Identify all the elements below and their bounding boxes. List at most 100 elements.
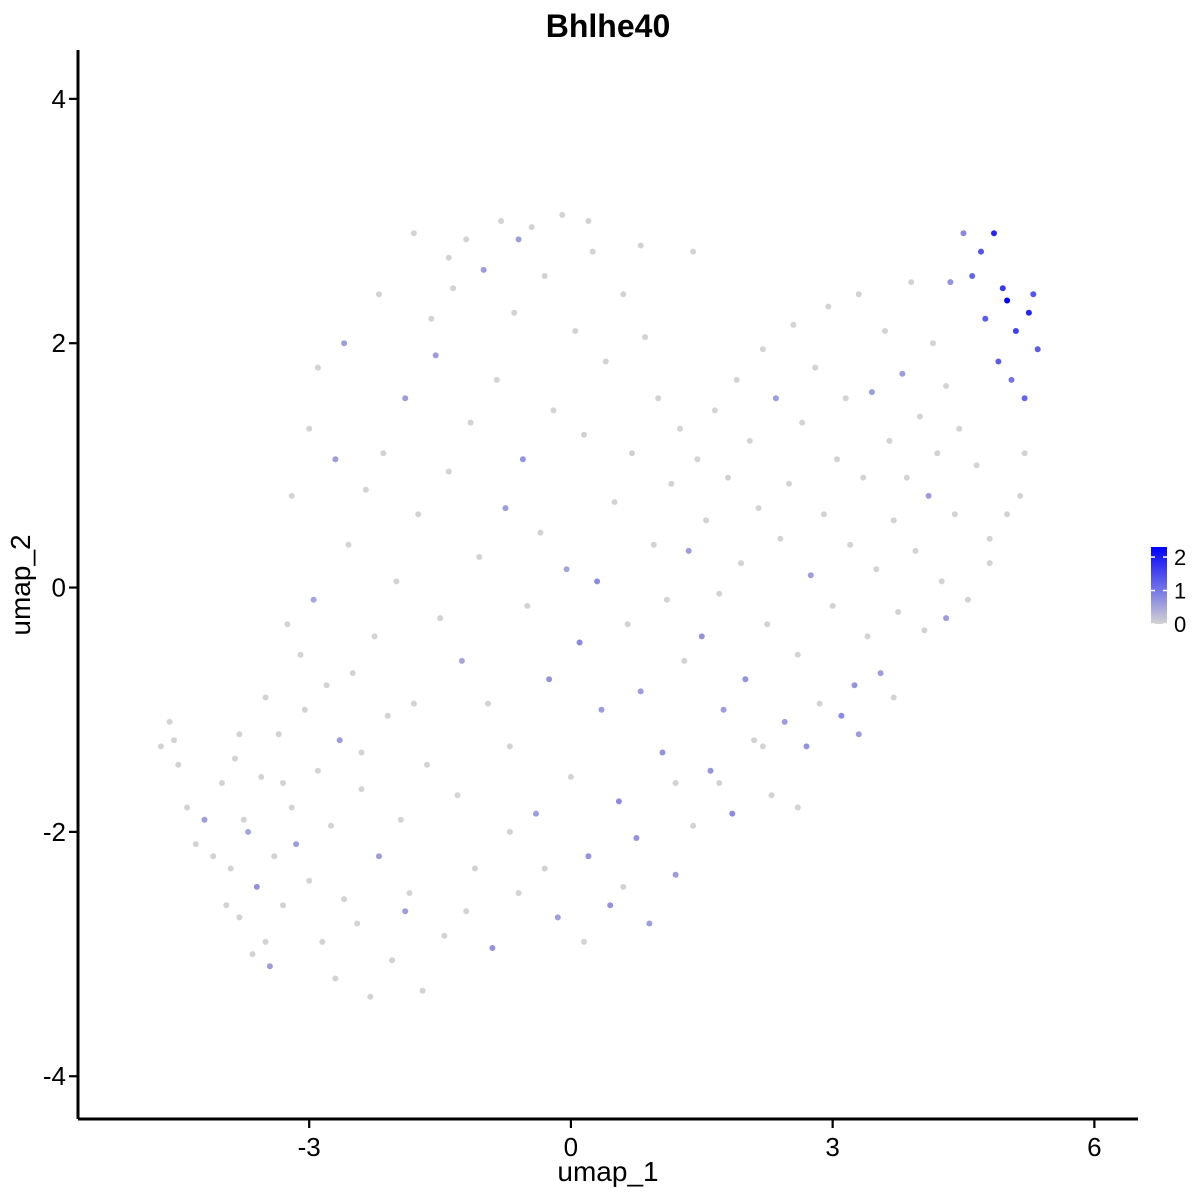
data-point bbox=[943, 383, 950, 389]
data-point bbox=[916, 413, 923, 420]
data-point bbox=[519, 456, 526, 463]
data-point bbox=[759, 346, 766, 353]
data-point bbox=[262, 694, 269, 701]
data-point bbox=[358, 786, 365, 793]
data-point bbox=[249, 951, 256, 958]
data-point bbox=[266, 963, 273, 970]
data-point bbox=[376, 291, 382, 298]
data-point bbox=[506, 828, 513, 835]
data-point bbox=[663, 596, 670, 603]
data-point bbox=[572, 328, 579, 334]
data-point bbox=[232, 755, 238, 762]
data-point bbox=[236, 731, 243, 738]
data-point bbox=[716, 780, 723, 786]
data-point bbox=[585, 853, 592, 860]
data-point bbox=[794, 651, 801, 658]
data-point bbox=[868, 389, 875, 396]
data-point bbox=[799, 419, 806, 426]
data-point bbox=[533, 810, 539, 817]
data-point bbox=[559, 211, 566, 218]
data-point bbox=[655, 395, 662, 402]
data-point bbox=[367, 993, 374, 1000]
data-point bbox=[873, 566, 880, 573]
x-axis-ticks: -3 0 3 6 bbox=[298, 1119, 1102, 1162]
data-point bbox=[424, 761, 430, 768]
data-point bbox=[245, 828, 252, 835]
data-point bbox=[1004, 511, 1011, 518]
data-point bbox=[210, 853, 217, 860]
data-point bbox=[280, 780, 286, 786]
data-point bbox=[332, 456, 339, 463]
data-point bbox=[646, 920, 653, 927]
data-point bbox=[982, 315, 989, 322]
data-point bbox=[681, 657, 688, 664]
data-point bbox=[1012, 328, 1019, 334]
data-point bbox=[541, 865, 548, 872]
data-point bbox=[288, 804, 295, 811]
data-point bbox=[493, 376, 500, 383]
data-point bbox=[184, 804, 191, 811]
data-point bbox=[742, 676, 749, 683]
data-point bbox=[637, 688, 644, 695]
data-point bbox=[528, 224, 535, 231]
data-point bbox=[428, 315, 435, 322]
data-point bbox=[328, 822, 334, 829]
data-point bbox=[768, 792, 775, 799]
data-point bbox=[790, 321, 797, 328]
points-layer bbox=[157, 211, 1041, 1000]
data-point bbox=[467, 419, 474, 426]
colorbar bbox=[1151, 547, 1167, 624]
data-point bbox=[301, 706, 308, 713]
data-point bbox=[306, 877, 313, 884]
data-point bbox=[227, 865, 234, 872]
data-point bbox=[903, 474, 910, 481]
data-point bbox=[293, 841, 300, 848]
data-point bbox=[515, 890, 522, 896]
data-point bbox=[825, 303, 832, 310]
data-point bbox=[537, 529, 544, 536]
data-point bbox=[581, 938, 587, 945]
data-point bbox=[445, 468, 452, 475]
data-point bbox=[602, 358, 609, 365]
y-tick-label: 4 bbox=[52, 84, 66, 114]
data-point bbox=[598, 706, 605, 713]
y-tick-label: -4 bbox=[43, 1061, 66, 1091]
data-point bbox=[406, 890, 413, 896]
data-point bbox=[271, 853, 278, 860]
y-tick-label: -2 bbox=[43, 817, 66, 847]
x-tick-label: 6 bbox=[1087, 1132, 1101, 1162]
data-point bbox=[576, 639, 583, 646]
data-point bbox=[725, 474, 731, 481]
data-point bbox=[733, 376, 740, 383]
colorbar-label: 1 bbox=[1174, 579, 1186, 604]
data-point bbox=[336, 737, 343, 744]
data-point bbox=[764, 621, 771, 628]
data-point bbox=[1004, 297, 1011, 304]
data-point bbox=[171, 737, 177, 744]
data-point bbox=[659, 749, 666, 756]
data-point bbox=[698, 633, 705, 640]
data-point bbox=[288, 492, 295, 499]
data-point bbox=[284, 621, 291, 628]
data-point bbox=[991, 230, 997, 237]
data-point bbox=[986, 535, 993, 542]
data-point bbox=[855, 731, 862, 738]
data-point bbox=[472, 865, 478, 872]
data-point bbox=[240, 816, 247, 823]
x-tick-label: 0 bbox=[564, 1132, 578, 1162]
data-point bbox=[738, 560, 744, 567]
data-point bbox=[275, 731, 282, 738]
data-point bbox=[720, 706, 727, 713]
data-point bbox=[943, 615, 950, 622]
data-point bbox=[306, 425, 313, 432]
data-point bbox=[716, 590, 723, 597]
data-point bbox=[694, 456, 701, 463]
data-point bbox=[812, 364, 819, 371]
data-point bbox=[511, 309, 518, 316]
data-point bbox=[912, 547, 919, 554]
data-point bbox=[402, 395, 409, 402]
data-point bbox=[834, 456, 840, 463]
data-point bbox=[777, 535, 784, 542]
data-point bbox=[219, 780, 225, 786]
data-point bbox=[930, 340, 936, 347]
